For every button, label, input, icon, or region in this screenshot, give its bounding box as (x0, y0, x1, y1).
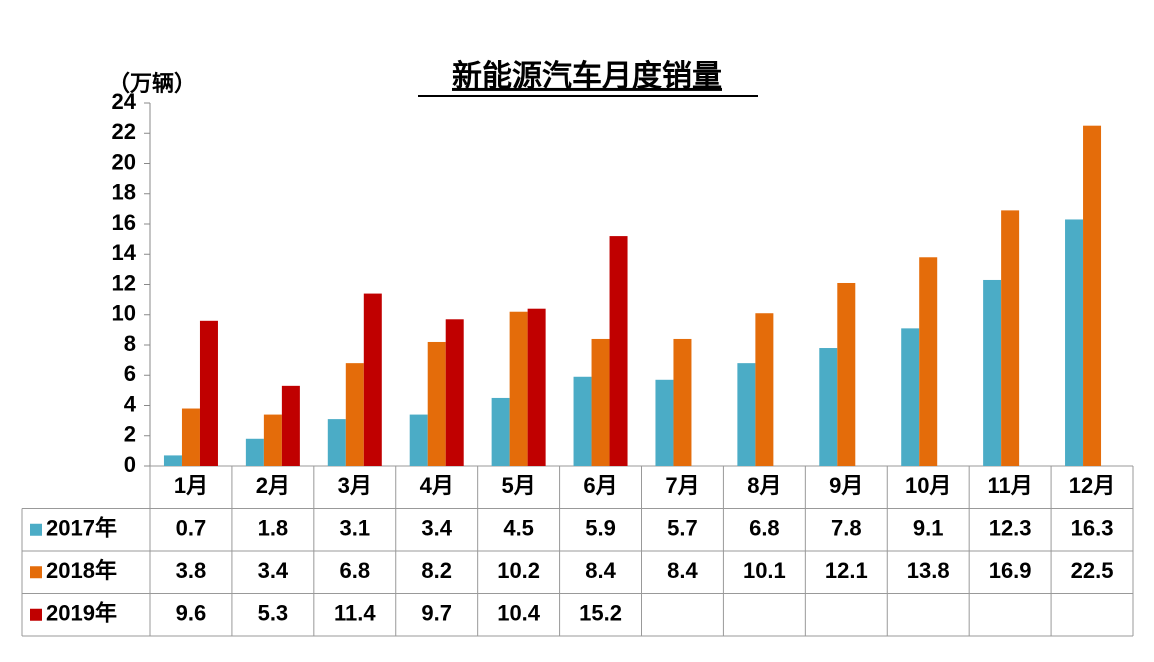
table-value: 3.4 (258, 558, 289, 583)
table-value: 9.1 (913, 516, 944, 541)
y-tick-label: 24 (112, 89, 137, 114)
table-value: 12.1 (825, 558, 868, 583)
x-tick-label: 5月 (502, 473, 536, 498)
bar (1065, 219, 1084, 466)
table-value: 5.7 (667, 516, 698, 541)
y-tick-label: 20 (112, 149, 136, 174)
y-axis-label: （万辆） (108, 71, 196, 96)
table-value: 6.8 (339, 558, 370, 583)
legend-label: 2017年 (46, 516, 117, 541)
table-value: 5.3 (258, 601, 289, 626)
bar (363, 293, 382, 466)
bar (509, 311, 528, 466)
table-value: 13.8 (907, 558, 950, 583)
bar (527, 308, 546, 466)
y-tick-label: 14 (112, 240, 137, 265)
bar (263, 414, 282, 466)
y-tick-label: 2 (124, 422, 136, 447)
x-tick-label: 2月 (256, 473, 290, 498)
table-value: 10.1 (743, 558, 786, 583)
table-value: 9.7 (421, 601, 452, 626)
table-value: 8.4 (667, 558, 698, 583)
bar (491, 397, 510, 466)
y-tick-label: 12 (112, 270, 136, 295)
y-tick-label: 6 (124, 361, 136, 386)
table-value: 22.5 (1071, 558, 1114, 583)
table-value: 16.3 (1071, 516, 1114, 541)
table-value: 3.8 (176, 558, 207, 583)
x-tick-label: 6月 (583, 473, 617, 498)
bar (281, 385, 300, 466)
x-tick-label: 12月 (1069, 473, 1115, 498)
table-value: 3.1 (339, 516, 370, 541)
legend-swatch (30, 523, 42, 536)
y-tick-label: 18 (112, 180, 136, 205)
x-tick-label: 11月 (987, 473, 1032, 498)
x-tick-label: 8月 (747, 473, 781, 498)
bar (819, 348, 838, 466)
bar (345, 363, 364, 466)
y-tick-label: 0 (124, 452, 136, 477)
x-tick-label: 10月 (905, 473, 951, 498)
bar (609, 236, 628, 466)
table-value: 10.2 (497, 558, 540, 583)
bar (919, 257, 938, 466)
x-tick-label: 4月 (420, 473, 454, 498)
bar (591, 338, 610, 466)
x-tick-label: 3月 (338, 473, 372, 498)
table-value: 12.3 (989, 516, 1032, 541)
x-tick-label: 1月 (174, 473, 208, 498)
table-value: 5.9 (585, 516, 616, 541)
x-tick-label: 7月 (665, 473, 699, 498)
table-value: 1.8 (258, 516, 289, 541)
legend-label: 2019年 (46, 601, 117, 626)
legend-swatch (30, 608, 42, 621)
bar (837, 282, 856, 466)
y-tick-label: 10 (112, 301, 136, 326)
bar (737, 363, 756, 466)
table-value: 9.6 (176, 601, 207, 626)
table-value: 10.4 (497, 601, 541, 626)
chart-title: 新能源汽车月度销量 (452, 59, 722, 93)
table-value: 15.2 (579, 601, 622, 626)
table-value: 8.2 (421, 558, 452, 583)
table-value: 8.4 (585, 558, 616, 583)
y-tick-label: 22 (112, 119, 136, 144)
bar (1083, 125, 1102, 466)
table-value: 3.4 (421, 516, 452, 541)
legend-swatch (30, 566, 42, 579)
bar (573, 376, 592, 466)
table-value: 4.5 (503, 516, 534, 541)
bar (181, 408, 200, 466)
y-tick-label: 8 (124, 331, 136, 356)
bar (427, 341, 446, 466)
bar (163, 455, 182, 466)
bar (673, 338, 692, 466)
bar (983, 279, 1002, 466)
bar (655, 379, 674, 466)
bar (901, 328, 920, 466)
bar (409, 414, 428, 466)
legend-label: 2018年 (46, 558, 117, 583)
table-value: 6.8 (749, 516, 780, 541)
table-value: 16.9 (989, 558, 1032, 583)
table-value: 11.4 (334, 601, 376, 626)
bar (199, 320, 218, 466)
bar (1001, 210, 1020, 466)
y-tick-label: 4 (124, 391, 137, 416)
table-value: 0.7 (176, 516, 207, 541)
bar (245, 438, 264, 466)
x-tick-label: 9月 (829, 473, 863, 498)
table-value: 7.8 (831, 516, 862, 541)
bar (327, 419, 346, 466)
bar (755, 313, 774, 466)
bar (445, 319, 464, 466)
y-tick-label: 16 (112, 210, 136, 235)
